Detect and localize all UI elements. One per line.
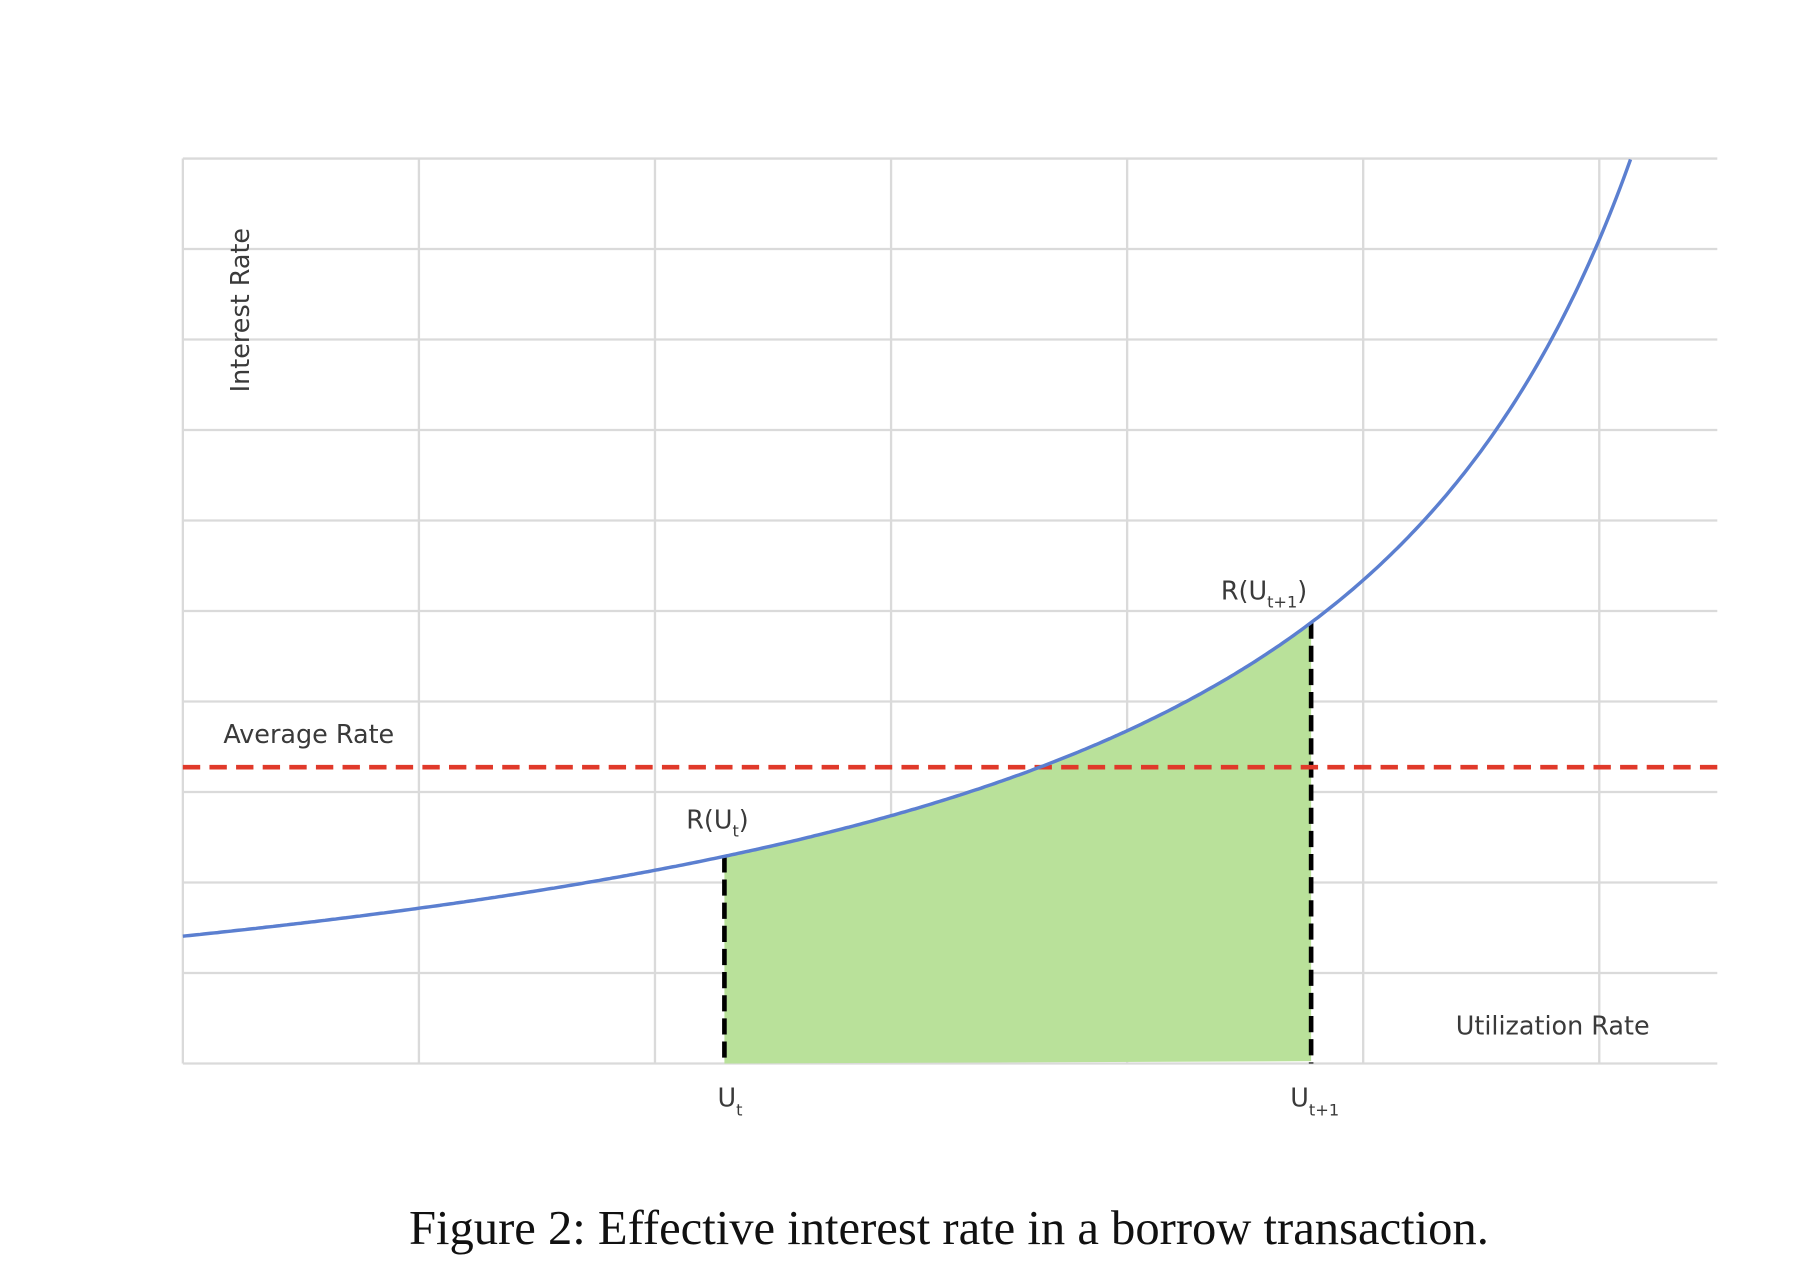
label-sub: t (732, 822, 738, 841)
caption: Figure 2: Effective interest rate in a b… (409, 1201, 1489, 1255)
label-text: R(U (686, 806, 732, 836)
u-start-label: Ut (717, 1083, 742, 1119)
label-text: U (1290, 1083, 1309, 1113)
rate-start-label: R(Ut) (686, 806, 749, 841)
label-text: R(U (1221, 576, 1267, 606)
y-axis-label: Interest Rate (226, 228, 256, 392)
label-text: ) (1297, 576, 1307, 606)
u-end-label: Ut+1 (1290, 1083, 1339, 1119)
integral-area (724, 622, 1312, 1064)
average-label: Average Rate (223, 720, 394, 750)
rate-curve (182, 158, 1633, 938)
rate-end-label: R(Ut+1) (1221, 576, 1307, 611)
x-axis-label: Utilization Rate (1456, 1012, 1650, 1042)
label-text: U (717, 1083, 736, 1113)
label-text: ) (739, 806, 749, 836)
label-sub: t+1 (1267, 593, 1297, 612)
label-sub: t+1 (1309, 1101, 1339, 1120)
label-sub: t (736, 1101, 742, 1120)
